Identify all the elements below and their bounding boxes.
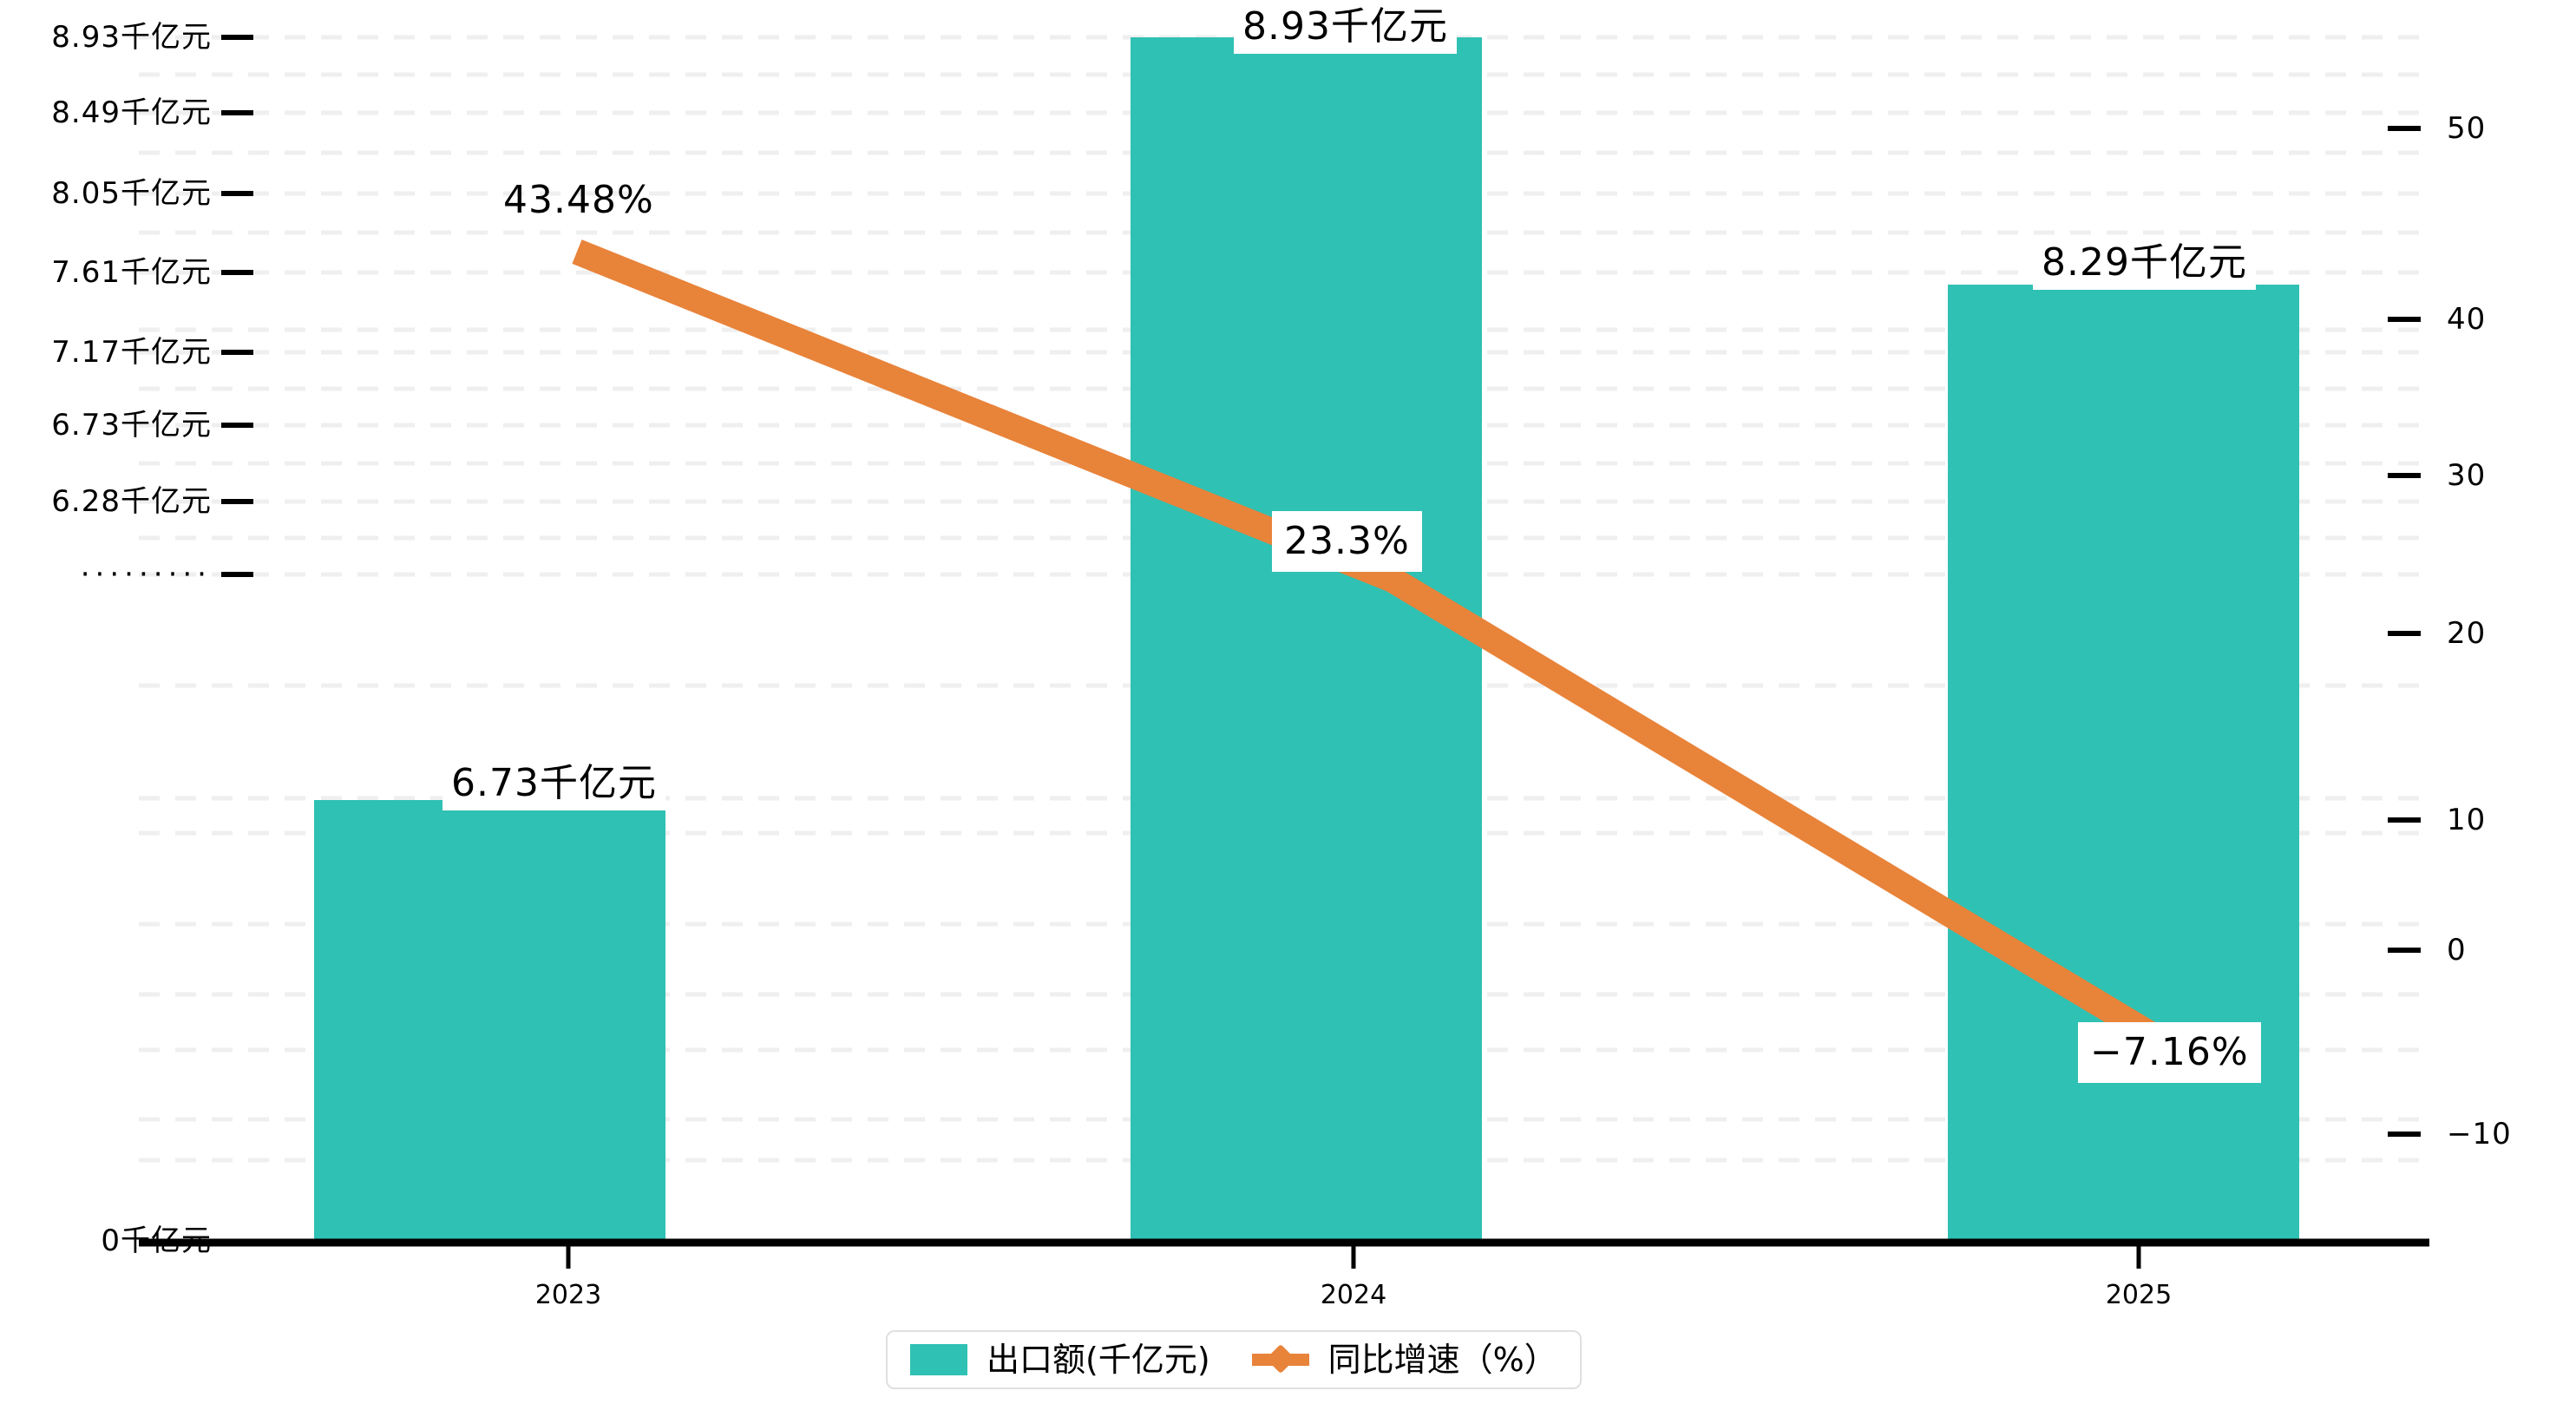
y-axis-left-tick-0: 8.93千亿元 bbox=[51, 20, 212, 55]
line-value-label-2024: 23.3% bbox=[1272, 511, 1422, 572]
bar-2023 bbox=[314, 800, 665, 1241]
y-axis-right-tick-0: 50 bbox=[2447, 111, 2487, 146]
y-axis-right-tick-2: 30 bbox=[2447, 458, 2487, 493]
legend-line-swatch-icon bbox=[1251, 1344, 1309, 1375]
bar-2025 bbox=[1948, 285, 2299, 1241]
y-axis-left-tick-5: 6.73千亿元 bbox=[51, 408, 212, 443]
y-axis-right-tick-4: 10 bbox=[2447, 803, 2487, 837]
right-axis-ticks bbox=[2388, 126, 2421, 1137]
chart-legend: 出口额(千亿元) 同比增速（%） bbox=[886, 1330, 1582, 1389]
legend-bar-swatch-icon bbox=[910, 1344, 967, 1375]
x-axis-tick-2024: 2024 bbox=[1320, 1280, 1387, 1310]
x-axis-ticks bbox=[566, 1243, 2141, 1269]
legend-bar-label: 出口额(千亿元) bbox=[986, 1341, 1210, 1379]
bar-value-label-2024: 8.93千亿元 bbox=[1234, 0, 1457, 54]
y-axis-left-tick-3: 7.61千亿元 bbox=[51, 255, 212, 290]
y-axis-right-tick-3: 20 bbox=[2447, 616, 2487, 651]
y-axis-left-tick-4: 7.17千亿元 bbox=[51, 335, 212, 370]
x-axis-tick-2025: 2025 bbox=[2105, 1280, 2173, 1310]
y-axis-left-tick-6: 6.28千亿元 bbox=[51, 484, 212, 519]
x-axis-tick-2023: 2023 bbox=[534, 1280, 602, 1310]
legend-item-bar[interactable]: 出口额(千亿元) bbox=[910, 1343, 1210, 1376]
bar-value-label-2025: 8.29千亿元 bbox=[2033, 236, 2256, 290]
bar-value-label-2023: 6.73千亿元 bbox=[442, 757, 665, 810]
left-axis-ticks bbox=[221, 35, 253, 577]
y-axis-left-tick-7: ········· bbox=[80, 557, 212, 592]
bar-2024 bbox=[1131, 37, 1482, 1241]
y-axis-right-tick-1: 40 bbox=[2447, 302, 2487, 337]
legend-line-label: 同比增速（%） bbox=[1327, 1341, 1557, 1379]
y-axis-left-tick-1: 8.49千亿元 bbox=[51, 95, 212, 130]
y-axis-left-tick-8: 0千亿元 bbox=[101, 1223, 212, 1258]
line-value-label-2023: 43.48% bbox=[503, 178, 654, 222]
legend-item-line[interactable]: 同比增速（%） bbox=[1251, 1341, 1557, 1379]
y-axis-right-tick-5: 0 bbox=[2447, 933, 2467, 968]
line-value-label-2025: −7.16% bbox=[2078, 1022, 2261, 1083]
growth-line bbox=[572, 239, 2215, 1080]
y-axis-right-tick-6: −10 bbox=[2447, 1117, 2512, 1151]
legend-line-marker-icon bbox=[1265, 1344, 1295, 1374]
y-axis-left-tick-2: 8.05千亿元 bbox=[51, 176, 212, 211]
